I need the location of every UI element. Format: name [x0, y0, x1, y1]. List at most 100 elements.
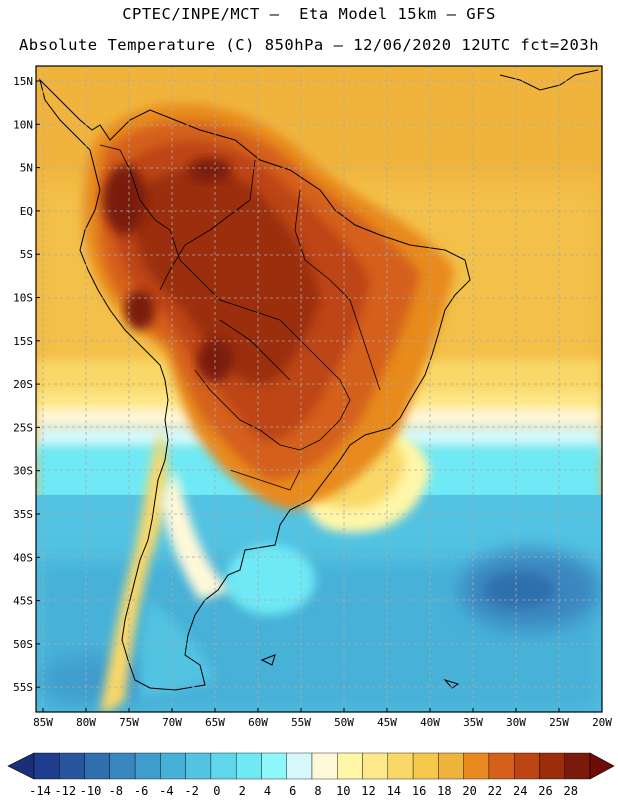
- lon-label: 35W: [463, 716, 483, 729]
- lat-label: 15N: [13, 75, 33, 88]
- colorbar-underflow: [7, 752, 35, 780]
- colorbar-label: 28: [563, 784, 577, 798]
- lon-label: 50W: [334, 716, 354, 729]
- lat-label: 45S: [13, 595, 33, 608]
- colorbar-swatch: [539, 752, 565, 780]
- colorbar-label: 24: [513, 784, 527, 798]
- colorbar-label: 4: [264, 784, 271, 798]
- colorbar-label: 12: [361, 784, 375, 798]
- south-georgia: [443, 679, 460, 689]
- lat-label: 35S: [13, 508, 33, 521]
- lat-label: 5S: [20, 248, 33, 261]
- cold-pool-west: [40, 655, 160, 705]
- latitude-labels: 15N 10N 5N EQ 5S 10S 15S 20S 25S 30S 35S 40S 45S 50S 5…: [13, 75, 40, 694]
- lat-label: 50S: [13, 638, 33, 651]
- lon-label: 85W: [33, 716, 53, 729]
- colorbar-swatch: [286, 752, 313, 780]
- colorbar-label: -10: [80, 784, 102, 798]
- coastline: [39, 69, 599, 691]
- lat-label: 10N: [13, 118, 33, 131]
- hot-spot-west-amazon: [103, 165, 147, 235]
- lon-label: 20W: [592, 716, 612, 729]
- colorbar-label: -2: [184, 784, 198, 798]
- colorbar-label: 14: [387, 784, 401, 798]
- colorbar-label: 18: [437, 784, 451, 798]
- internal-borders: [159, 159, 381, 491]
- colorbar-label: 26: [538, 784, 552, 798]
- colorbar-swatch: [160, 752, 186, 780]
- colorbar-label: 22: [488, 784, 502, 798]
- lat-label: 20S: [13, 378, 33, 391]
- colorbar-swatch: [337, 752, 363, 780]
- continent-warm-26: [135, 168, 320, 385]
- lat-label: 15S: [13, 335, 33, 348]
- colorbar-swatch: [362, 752, 389, 780]
- colorbar-swatch: [59, 752, 85, 780]
- lon-label: 65W: [205, 716, 225, 729]
- lat-label: 40S: [13, 551, 33, 564]
- colorbar-swatch: [33, 752, 60, 780]
- colorbar-overflow: [589, 752, 615, 780]
- colorbar-swatch: [387, 752, 414, 780]
- lat-label: 25S: [13, 421, 33, 434]
- lon-label: 75W: [119, 716, 139, 729]
- lon-label: 30W: [506, 716, 526, 729]
- africa-edge: [499, 69, 599, 91]
- colorbar-swatch: [513, 752, 540, 780]
- lat-label: 5N: [20, 162, 33, 175]
- colorbar-swatch: [185, 752, 212, 780]
- lon-label: 70W: [162, 716, 182, 729]
- colorbar-swatch: [235, 752, 262, 780]
- colorbar-swatch: [311, 752, 338, 780]
- colorbar-swatch: [488, 752, 515, 780]
- colorbar-label: 6: [289, 784, 296, 798]
- lat-label: 30S: [13, 465, 33, 478]
- gridlines: [36, 66, 602, 712]
- plot-frame: [35, 65, 603, 713]
- map-subtitle: Absolute Temperature (C) 850hPa – 12/06/…: [18, 36, 600, 54]
- patagonia-pale: [160, 470, 230, 600]
- colorbar-swatch: [210, 752, 237, 780]
- lon-label: 55W: [291, 716, 311, 729]
- colorbar-label: -8: [109, 784, 123, 798]
- colorbar-swatch: [564, 752, 591, 780]
- colorbar-label: -12: [54, 784, 76, 798]
- south-america-outline: [39, 78, 471, 691]
- colorbar-label: 20: [462, 784, 476, 798]
- lon-label: 80W: [76, 716, 96, 729]
- colorbar-swatch: [412, 752, 439, 780]
- lon-label: 45W: [377, 716, 397, 729]
- colorbar-swatch: [438, 752, 464, 780]
- colorbar-label: 8: [314, 784, 321, 798]
- country-borders: [99, 144, 351, 451]
- falkland-islands: [260, 654, 276, 666]
- lat-label: 10S: [13, 292, 33, 305]
- temperature-field: [36, 66, 602, 712]
- colorbar-swatch: [134, 752, 161, 780]
- lon-label: 60W: [248, 716, 268, 729]
- colorbar-label: -4: [159, 784, 173, 798]
- lat-label: EQ: [20, 205, 33, 218]
- lat-label: 55S: [13, 681, 33, 694]
- hot-spot-peru: [125, 290, 155, 330]
- colorbar: [7, 752, 615, 780]
- andes-cool-strip: [100, 430, 168, 712]
- colorbar-swatch: [109, 752, 136, 780]
- longitude-labels: 85W 80W 75W 70W 65W 60W 55W 50W 45W 40W 35W 30W 25W 2…: [33, 708, 612, 729]
- map-title: CPTEC/INPE/MCT – Eta Model 15km – GFS: [122, 5, 496, 23]
- cold-tongue: [225, 545, 315, 615]
- colorbar-labels: -14 -12 -10 -8 -6 -4 -2 0 2 4 6 8 10 12 14 16 18 20 22 24 26…: [29, 784, 578, 798]
- colorbar-label: -6: [134, 784, 148, 798]
- colorbar-swatch: [463, 752, 490, 780]
- colorbar-label: 0: [213, 784, 220, 798]
- lon-label: 40W: [420, 716, 440, 729]
- colorbar-swatch: [261, 752, 287, 780]
- lon-label: 25W: [549, 716, 569, 729]
- cold-pool-core: [485, 572, 555, 608]
- colorbar-label: 2: [239, 784, 246, 798]
- colorbar-label: 10: [336, 784, 350, 798]
- colorbar-label: -14: [29, 784, 51, 798]
- hot-spot-venezuela: [188, 158, 232, 182]
- colorbar-label: 16: [412, 784, 426, 798]
